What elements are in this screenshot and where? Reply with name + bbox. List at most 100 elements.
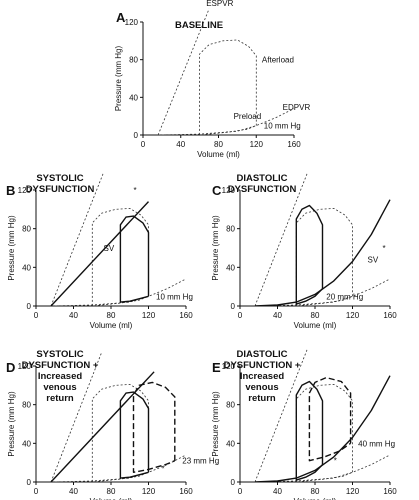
series-group xyxy=(254,172,391,306)
x-tick-label: 0 xyxy=(141,140,146,149)
y-tick-label: 120 xyxy=(222,362,236,371)
x-tick-label: 160 xyxy=(179,311,193,320)
y-axis-label: Pressure (mm Hg) xyxy=(7,391,16,457)
annotation: Afterload xyxy=(262,56,294,65)
panel-title-line: venous xyxy=(245,382,278,393)
y-tick-label: 40 xyxy=(226,263,235,272)
panel-letter: B xyxy=(6,183,15,198)
x-tick-label: 160 xyxy=(383,311,397,320)
x-tick-label: 0 xyxy=(34,487,39,496)
panel-title-line: Increased xyxy=(240,371,285,382)
series-group xyxy=(50,172,187,306)
series-group xyxy=(254,348,391,482)
baseline-loop xyxy=(295,208,353,306)
x-tick-label: 40 xyxy=(69,311,78,320)
panel-letter: E xyxy=(212,360,221,375)
annotation: Preload xyxy=(234,112,262,121)
x-tick-label: 0 xyxy=(238,487,243,496)
panel-title-line: SYSTOLIC xyxy=(36,349,83,360)
x-tick-label: 120 xyxy=(346,311,360,320)
panel-title-line: return xyxy=(248,393,276,404)
x-tick-label: 40 xyxy=(176,140,185,149)
panel-title-line: DYSFUNCTION + xyxy=(224,360,301,371)
x-tick-label: 80 xyxy=(107,487,116,496)
baseline-edpvr xyxy=(254,278,391,306)
y-tick-label: 40 xyxy=(22,263,31,272)
baseline-edpvr xyxy=(50,454,187,482)
y-tick-label: 0 xyxy=(134,131,139,140)
y-tick-label: 120 xyxy=(125,18,139,27)
annotation: * xyxy=(334,457,337,466)
pv-loop xyxy=(119,391,150,479)
panel-letter: D xyxy=(6,360,15,375)
panel-title-line: SYSTOLIC xyxy=(36,173,83,184)
annotation: 10 mm Hg xyxy=(264,122,301,131)
y-axis-label: Pressure (mm Hg) xyxy=(211,215,220,281)
baseline-loop xyxy=(295,384,353,482)
x-tick-label: 40 xyxy=(273,487,282,496)
panel-title-line: return xyxy=(46,393,74,404)
y-axis-label: Pressure (mm Hg) xyxy=(211,391,220,457)
annotation: 10 mm Hg xyxy=(156,292,193,301)
series-group xyxy=(50,352,187,482)
panel-title-line: DYSFUNCTION xyxy=(26,184,95,195)
panel-title-line: Increased xyxy=(38,371,83,382)
y-tick-label: 120 xyxy=(18,186,32,195)
x-tick-label: 160 xyxy=(287,140,301,149)
y-tick-label: 0 xyxy=(27,478,32,487)
x-tick-label: 80 xyxy=(311,487,320,496)
annotation: 23 mm Hg xyxy=(182,457,219,466)
y-tick-label: 80 xyxy=(226,225,235,234)
annotation: * xyxy=(383,244,386,253)
annotation: EDPVR xyxy=(283,103,311,112)
espvr xyxy=(157,8,210,135)
y-tick-label: 0 xyxy=(231,302,236,311)
pv-loop xyxy=(199,39,257,135)
panel-title-line: DYSFUNCTION + xyxy=(22,360,99,371)
x-tick-label: 120 xyxy=(142,311,156,320)
annotation: SV xyxy=(104,244,115,253)
panel-title-line: DYSFUNCTION xyxy=(228,184,297,195)
baseline-edpvr xyxy=(254,454,391,482)
new-pv-loop xyxy=(132,381,176,473)
new-pv-loop xyxy=(308,376,352,462)
x-tick-label: 40 xyxy=(69,487,78,496)
x-tick-label: 160 xyxy=(179,487,193,496)
y-tick-label: 0 xyxy=(231,478,236,487)
panel-a: A BASELINE 0 40 80 120 160 0 40 80 120 Volume (ml) P… xyxy=(114,0,310,159)
pv-loop xyxy=(295,380,324,481)
edpvr xyxy=(254,375,391,482)
x-tick-label: 0 xyxy=(34,311,39,320)
y-tick-label: 80 xyxy=(22,401,31,410)
pv-loop xyxy=(295,204,324,305)
y-tick-label: 40 xyxy=(226,439,235,448)
x-axis-label: Volume (ml) xyxy=(90,321,133,330)
y-tick-label: 120 xyxy=(18,362,32,371)
x-tick-label: 160 xyxy=(383,487,397,496)
annotation: ESPVR xyxy=(206,0,233,8)
y-axis-label: Pressure (mm Hg) xyxy=(114,45,123,111)
x-tick-label: 40 xyxy=(273,311,282,320)
x-axis-label: Volume (ml) xyxy=(294,497,337,500)
annotation: SV xyxy=(368,256,379,265)
y-tick-label: 40 xyxy=(22,439,31,448)
x-tick-label: 120 xyxy=(346,487,360,496)
series-group xyxy=(157,8,295,135)
panel-title-line: DIASTOLIC xyxy=(236,173,287,184)
x-tick-label: 80 xyxy=(311,311,320,320)
y-tick-label: 80 xyxy=(226,401,235,410)
annotation: * xyxy=(162,464,165,473)
x-axis-label: Volume (ml) xyxy=(294,321,337,330)
baseline-loop xyxy=(91,208,149,306)
panel-title-line: BASELINE xyxy=(175,20,223,31)
x-tick-label: 120 xyxy=(142,487,156,496)
panel-title-line: venous xyxy=(43,382,76,393)
baseline-loop xyxy=(91,384,149,482)
x-tick-label: 120 xyxy=(250,140,264,149)
espvr xyxy=(50,201,150,306)
edpvr xyxy=(158,108,295,135)
panel-letter: A xyxy=(116,10,126,25)
